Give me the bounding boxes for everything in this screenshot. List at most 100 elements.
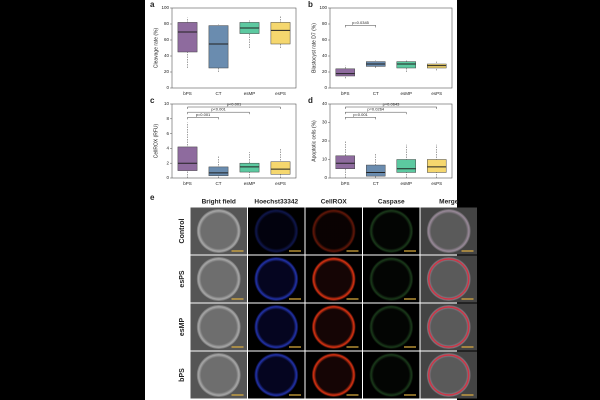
oocyte [426,209,471,253]
box [427,159,447,173]
significance-bracket [187,106,281,109]
y-tick-label: 20 [164,69,170,74]
oocyte [369,353,414,397]
y-axis-label: Blastocyst rate D7 (%) [311,23,317,73]
p-value: p<0.001 [211,107,226,112]
p-value: p=0.001 [196,112,211,117]
p-value: p=0.0345 [352,20,370,25]
column-header: CellROX [321,199,348,206]
oocyte [196,353,241,397]
plot-frame [171,7,297,89]
merge-ring [428,258,470,300]
oocyte [426,305,471,349]
y-tick-label: 8 [166,116,169,121]
column-header: Merge [439,199,459,206]
x-tick-label: CT [373,91,379,96]
panel-label: b [308,0,313,9]
oocyte [196,209,241,253]
column-header: Caspase [378,199,405,206]
x-tick-label: bPS [183,91,192,96]
y-axis-label: Apoptotic cells (%) [311,120,317,162]
x-tick-label: esMP [400,181,412,186]
row-label: Control [179,219,186,244]
y-axis-label: Cleavage rate (%) [153,28,159,69]
y-tick-label: 0 [166,175,169,180]
box [270,22,291,45]
y-tick-label: 100 [161,5,169,10]
p-value: p=0.0643 [383,102,401,107]
significance-bracket [345,117,376,120]
merge-ring [428,354,470,396]
box [335,68,355,77]
oocyte [254,305,299,349]
panel-label: c [150,96,155,105]
box [208,166,229,177]
y-tick-label: 0 [166,85,169,90]
oocyte [426,257,471,301]
panel-label: e [150,193,155,202]
y-axis-label: CellROX (RFU) [153,123,159,158]
y-tick-label: 20 [322,69,328,74]
box [177,22,198,53]
y-tick-label: 60 [164,37,170,42]
column-header: Hoechst33342 [254,199,298,206]
box [270,161,291,175]
y-tick-label: 4 [166,146,169,151]
box [208,25,229,69]
y-tick-label: 40 [164,53,170,58]
row-label: bPS [179,368,186,382]
y-tick-label: 20 [322,138,328,143]
oocyte [426,353,471,397]
y-tick-label: 30 [322,120,328,125]
oocyte [254,353,299,397]
oocyte [369,209,414,253]
y-tick-label: 0 [324,85,327,90]
box [335,155,355,170]
box [177,146,198,171]
y-tick-label: 40 [322,53,328,58]
y-tick-label: 10 [322,157,328,162]
significance-bracket [345,111,407,115]
y-tick-label: 40 [322,101,328,106]
x-tick-label: CT [373,181,379,186]
oocyte [311,209,356,253]
x-tick-label: esMP [400,91,412,96]
x-tick-label: esPS [275,181,286,186]
box [366,164,386,177]
row-label: esPS [179,270,186,287]
y-tick-label: 100 [319,5,327,10]
plot-frame [329,7,453,89]
y-tick-label: 80 [164,21,170,26]
y-tick-label: 6 [166,131,169,136]
oocyte [311,257,356,301]
significance-bracket [345,25,376,28]
plot-frame [171,103,297,179]
oocyte [311,305,356,349]
x-tick-label: bPS [341,181,350,186]
x-tick-label: bPS [341,91,350,96]
oocyte [369,305,414,349]
significance-bracket [187,117,219,120]
y-tick-label: 0 [324,175,327,180]
oocyte [369,257,414,301]
x-tick-label: CT [216,91,222,96]
y-tick-label: 2 [166,160,169,165]
x-tick-label: esMP [244,91,256,96]
x-tick-label: CT [216,181,222,186]
box [239,162,260,173]
box [396,61,416,69]
panel-label: d [308,96,313,105]
x-tick-label: esPS [431,91,442,96]
column-header: Bright field [202,199,236,206]
oocyte [311,353,356,397]
significance-bracket [345,106,437,109]
box [396,159,416,173]
y-tick-label: 80 [322,21,328,26]
x-tick-label: esMP [244,181,256,186]
oocyte [254,257,299,301]
panel-label: a [150,0,155,9]
p-value: p<0.001 [227,102,242,107]
x-tick-label: bPS [183,181,192,186]
y-tick-label: 10 [164,101,170,106]
